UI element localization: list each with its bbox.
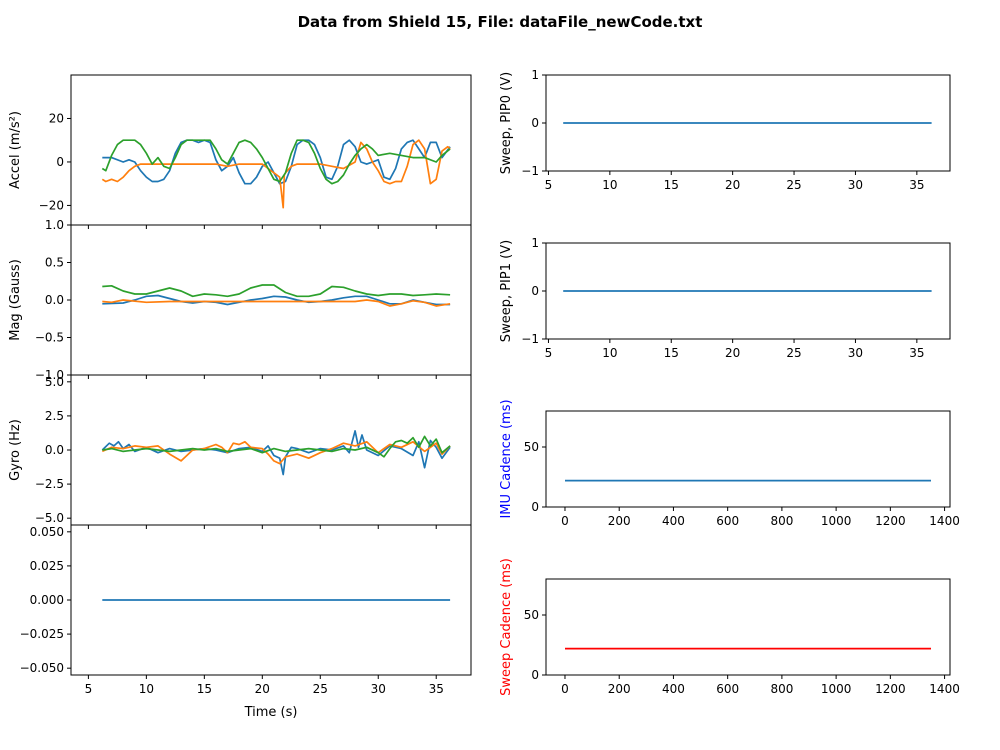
xtick-label: 35: [909, 346, 924, 360]
xtick-label: 1000: [821, 514, 852, 528]
ytick-label: −20: [39, 198, 64, 212]
ytick-label: 1: [531, 68, 539, 82]
xtick-label: 600: [716, 682, 739, 696]
ytick-label: −1.0: [35, 368, 64, 382]
ytick-label: −0.5: [35, 331, 64, 345]
ytick-label: 0.0: [45, 293, 64, 307]
axes-mag: −1.0 −0.5 0.0 0.5 1.0 Mag (Gauss): [8, 218, 472, 382]
xtick-label: 25: [786, 346, 801, 360]
xtick-label: 25: [786, 178, 801, 192]
xtick-label: 400: [662, 514, 685, 528]
axes-frame-imu-cadence: [545, 410, 951, 508]
xtick-label: 35: [429, 682, 444, 696]
xtick-label: 15: [664, 178, 679, 192]
xtick-label: 15: [197, 682, 212, 696]
ytick-label: 0.5: [45, 256, 64, 270]
ytick-label: 20: [49, 111, 64, 125]
axes-frame-sweep-cadence: [545, 578, 951, 676]
xtick-label: 35: [909, 178, 924, 192]
axes-imu-cadence: 0 50 0 200 400 600 800 1000 1200 1400 IMU Cadence …: [499, 399, 960, 528]
xtick-label: 5: [545, 346, 553, 360]
xtick-label: 1200: [875, 682, 906, 696]
xtick-label: 20: [725, 178, 740, 192]
xtick-label: 1200: [875, 514, 906, 528]
ytick-label: 5.0: [45, 375, 64, 389]
series-line-accel-1: [101, 139, 451, 209]
xtick-label: 10: [602, 346, 617, 360]
ytick-label: 50: [524, 608, 539, 622]
axes-bottom-left: −0.050 −0.025 0.000 0.025 0.050 5 10 15 20 25 30 35…: [20, 524, 472, 720]
y-axis-label: Sweep, PIP1 (V): [499, 240, 514, 342]
xtick-label: 10: [139, 682, 154, 696]
ytick-label: −1: [521, 332, 539, 346]
ytick-label: 0.025: [30, 559, 64, 573]
xtick-label: 1400: [929, 514, 960, 528]
xtick-label: 10: [602, 178, 617, 192]
series-line-mag-2: [102, 284, 451, 298]
ytick-label: 0: [531, 284, 539, 298]
xtick-label: 15: [664, 346, 679, 360]
xtick-label: 30: [371, 682, 386, 696]
ytick-label: −0.050: [20, 661, 64, 675]
xtick-label: 0: [561, 514, 569, 528]
xtick-label: 200: [608, 682, 631, 696]
ytick-label: 0.0: [45, 443, 64, 457]
xtick-label: 1000: [821, 682, 852, 696]
xtick-label: 800: [770, 514, 793, 528]
xtick-label: 5: [545, 178, 553, 192]
y-axis-label: Gyro (Hz): [8, 419, 23, 481]
ytick-label: 1.0: [45, 218, 64, 232]
xtick-label: 30: [848, 178, 863, 192]
xtick-label: 20: [255, 682, 270, 696]
ytick-label: 0.000: [30, 593, 64, 607]
ytick-label: 1: [531, 236, 539, 250]
ytick-label: 0.050: [30, 525, 64, 539]
ytick-label: 0: [531, 668, 539, 682]
figure-title: Data from Shield 15, File: dataFile_newC…: [298, 13, 703, 31]
series-line-gyro-2: [102, 435, 451, 458]
axes-accel: −20 0 20 Accel (m/s²): [8, 74, 472, 229]
ytick-label: −0.025: [20, 627, 64, 641]
xtick-label: 30: [848, 346, 863, 360]
axes-gyro: −5.0 −2.5 0.0 2.5 5.0 Gyro (Hz): [8, 374, 472, 529]
y-axis-label: Sweep Cadence (ms): [499, 558, 514, 696]
ytick-label: 50: [524, 440, 539, 454]
xtick-label: 20: [725, 346, 740, 360]
series-line-mag-1: [102, 299, 451, 307]
series-line-gyro-0: [101, 430, 451, 476]
xtick-label: 600: [716, 514, 739, 528]
y-axis-label: IMU Cadence (ms): [499, 399, 514, 518]
series-line-mag-0: [102, 294, 451, 306]
y-axis-label: Mag (Gauss): [8, 259, 23, 341]
xtick-label: 25: [313, 682, 328, 696]
ytick-label: 2.5: [45, 409, 64, 423]
xtick-label: 5: [85, 682, 93, 696]
series-line-accel-2: [101, 139, 451, 185]
xtick-label: 400: [662, 682, 685, 696]
ytick-label: 0: [531, 116, 539, 130]
ytick-label: 0: [531, 500, 539, 514]
xtick-label: 800: [770, 682, 793, 696]
ytick-label: −1: [521, 164, 539, 178]
ytick-label: −5.0: [35, 511, 64, 525]
y-axis-label: Sweep, PIP0 (V): [499, 72, 514, 174]
xtick-label: 1400: [929, 682, 960, 696]
axes-sweep-cadence: 0 50 0 200 400 600 800 1000 1200 1400 Sweep Cadenc…: [499, 558, 960, 696]
ytick-label: −2.5: [35, 477, 64, 491]
y-axis-label: Accel (m/s²): [8, 111, 23, 189]
x-axis-label: Time (s): [244, 705, 298, 720]
ytick-label: 0: [56, 155, 64, 169]
xtick-label: 200: [608, 514, 631, 528]
xtick-label: 0: [561, 682, 569, 696]
series-line-gyro-1: [101, 440, 451, 465]
